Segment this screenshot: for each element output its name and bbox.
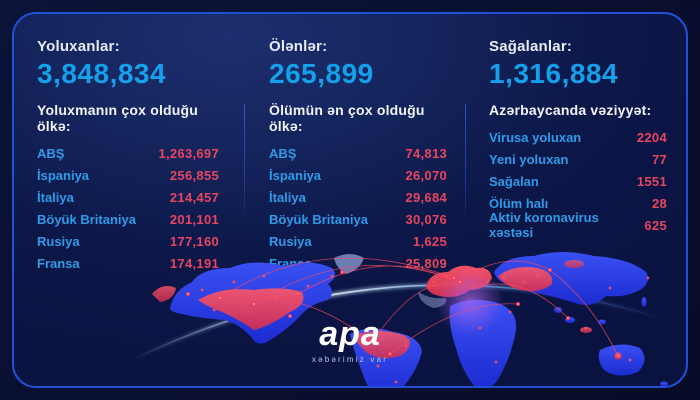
summary-stat-value: 3,848,834 [37,58,167,89]
stat-row: Fransa 174,191 [37,252,219,274]
apa-logo-tagline: xəbərimiz var [311,355,389,364]
stat-rows: ABŞ 1,263,697 İspaniya 256,855 İtaliya 214,45… [37,142,219,274]
stat-row-value: 201,101 [169,211,219,227]
stat-row-label: Virusa yoluxan [489,129,582,145]
stat-row: Böyük Britaniya 30,076 [269,208,447,230]
stat-row-value: 1,625 [412,233,447,249]
stat-row: Rusiya 1,625 [269,230,447,252]
stat-row-value: 30,076 [405,211,447,227]
stat-row-value: 256,855 [169,167,219,183]
stat-row: İspaniya 256,855 [37,164,219,186]
stat-row-value: 2204 [636,129,667,145]
connection-nodes [186,268,620,358]
stat-row-label: İtaliya [269,189,306,205]
world-map-illustration [131,252,668,386]
stat-row-value: 77 [651,151,667,167]
flight-arcs [219,257,619,357]
apa-logo: apa xəbərimiz var [312,317,388,364]
column-divider [244,104,245,218]
summary-stat-value: 265,899 [269,58,374,89]
summary-stat-label: Yoluxanlar: [37,38,120,55]
stat-row: Böyük Britaniya 201,101 [37,208,219,230]
stat-row: İtaliya 214,457 [37,186,219,208]
stat-row: Virusa yoluxan 2204 [489,126,667,148]
stat-row-value: 625 [644,217,667,233]
stat-row-label: Fransa [37,255,80,271]
stat-row: Rusiya 177,160 [37,230,219,252]
stat-row: Sağalan 1551 [489,170,667,192]
stat-row-label: İspaniya [269,167,322,183]
column-azerbaijan-status: Azərbaycanda vəziyyət: Virusa yoluxan 220… [489,102,667,241]
stat-row: İspaniya 26,070 [269,164,447,186]
stat-row-value: 74,813 [405,145,447,161]
stat-row-label: Rusiya [37,233,80,249]
stat-row-label: Böyük Britaniya [269,211,368,227]
summary-stat-label: Ölənlər: [269,38,328,55]
stat-row: Aktiv koronavirus xəstəsi 625 [489,210,667,240]
stat-row: Ölüm halı 28 [489,192,667,214]
stat-row-value: 28 [651,195,667,211]
stat-row: Yeni yoluxan 77 [489,148,667,170]
summary-stat-deaths: Ölənlər: 265,899 [269,38,374,90]
outbreak-dots [200,270,650,384]
stat-row-value: 177,160 [169,233,219,249]
stat-rows: Virusa yoluxan 2204 Yeni yoluxan 77 Sağalan 1… [489,126,667,241]
summary-stat-label: Sağalanlar: [489,38,573,55]
summary-stat-recovered: Sağalanlar: 1,316,884 [489,38,618,90]
stat-row: ABŞ 74,813 [269,142,447,164]
stat-row: İtaliya 29,684 [269,186,447,208]
stat-row-label: Böyük Britaniya [37,211,136,227]
stats-panel: Yoluxanlar: 3,848,834 Ölənlər: 265,899 S… [12,12,688,388]
stat-row-label: İtaliya [37,189,74,205]
stat-row-value: 26,070 [405,167,447,183]
stat-row-label: Sağalan [489,173,539,189]
stat-row-label: Ölüm halı [489,195,549,211]
column-header: Ölümün ən çox olduğu ölkə: [269,102,425,134]
stat-row-value: 174,191 [169,255,219,271]
column-header: Azərbaycanda vəziyyət: [489,102,652,118]
stat-row-label: Aktiv koronavirus xəstəsi [489,210,599,240]
summary-stat-infected: Yoluxanlar: 3,848,834 [37,38,166,90]
stat-row-label: Yeni yoluxan [489,151,569,167]
stat-row-label: ABŞ [37,145,65,161]
column-header: Yoluxmanın çox olduğu ölkə: [37,102,199,134]
stat-row-value: 1551 [636,173,667,189]
continents [152,252,668,386]
column-most-infections: Yoluxmanın çox olduğu ölkə: ABŞ 1,263,697… [37,102,219,274]
stat-row-value: 29,684 [405,189,447,205]
summary-stat-value: 1,316,884 [489,58,619,89]
stat-row-label: İspaniya [37,167,90,183]
stat-row-value: 214,457 [169,189,219,205]
stat-row-value: 1,263,697 [158,145,219,161]
apa-logo-text: apa [319,315,381,353]
stat-row-label: ABŞ [269,145,297,161]
stat-row: ABŞ 1,263,697 [37,142,219,164]
column-divider [465,104,466,218]
stat-row-label: Rusiya [269,233,312,249]
